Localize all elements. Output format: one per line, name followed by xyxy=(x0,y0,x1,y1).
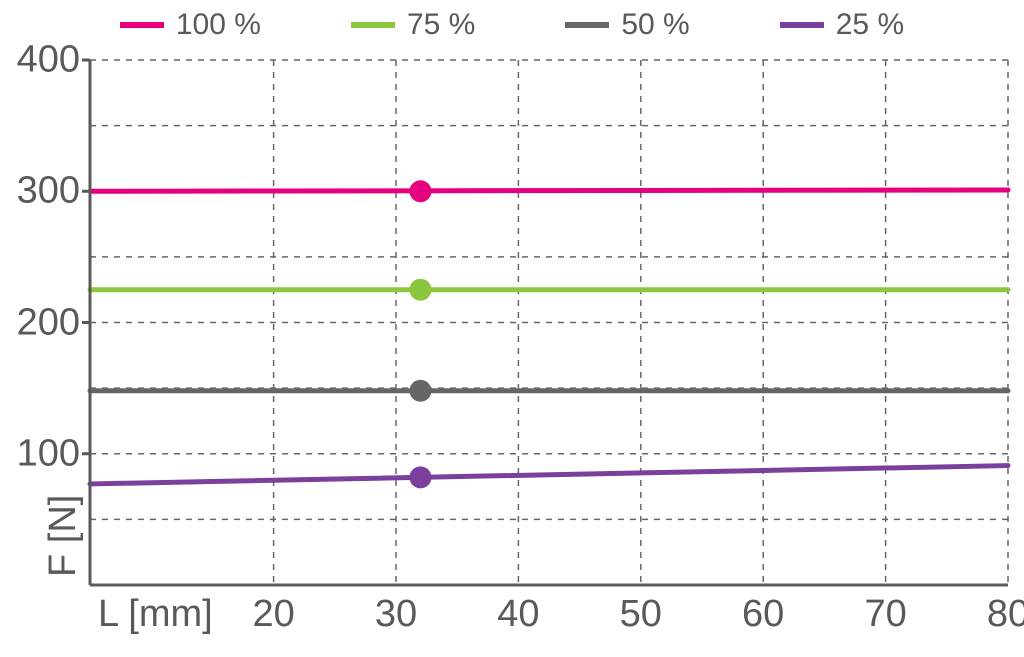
x-tick-70: 70 xyxy=(864,593,906,636)
x-axis-label: L [mm] xyxy=(98,593,213,636)
x-tick-80: 80 xyxy=(987,593,1024,636)
x-tick-20: 20 xyxy=(252,593,294,636)
y-tick-400: 400 xyxy=(0,39,80,82)
series-marker xyxy=(409,279,431,301)
x-tick-50: 50 xyxy=(620,593,662,636)
series-line xyxy=(90,190,1008,191)
y-axis-label: F [N] xyxy=(42,495,85,577)
series-marker xyxy=(409,466,431,488)
x-tick-30: 30 xyxy=(375,593,417,636)
plot-area xyxy=(0,0,1024,657)
y-tick-300: 300 xyxy=(0,170,80,213)
series-line xyxy=(90,466,1008,484)
y-tick-100: 100 xyxy=(0,432,80,475)
y-tick-200: 200 xyxy=(0,301,80,344)
force-vs-length-chart: 100 % 75 % 50 % 25 % 400 300 200 100 20 … xyxy=(0,0,1024,657)
x-tick-40: 40 xyxy=(497,593,539,636)
x-tick-60: 60 xyxy=(742,593,784,636)
series-marker xyxy=(409,180,431,202)
series-marker xyxy=(409,380,431,402)
